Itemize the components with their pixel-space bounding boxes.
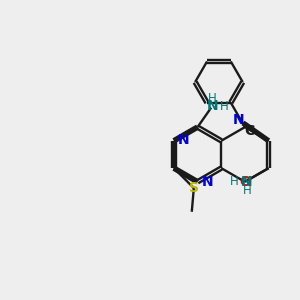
Text: N: N — [241, 175, 253, 188]
Text: C: C — [244, 124, 254, 138]
Text: S: S — [189, 181, 200, 194]
Text: H: H — [242, 184, 251, 197]
Text: N: N — [178, 133, 190, 147]
Text: N: N — [233, 113, 244, 127]
Text: H: H — [220, 100, 229, 113]
Text: H: H — [230, 175, 239, 188]
Text: N: N — [202, 176, 213, 189]
Text: H: H — [208, 92, 217, 105]
Text: O: O — [239, 175, 251, 189]
Text: N: N — [207, 99, 218, 113]
